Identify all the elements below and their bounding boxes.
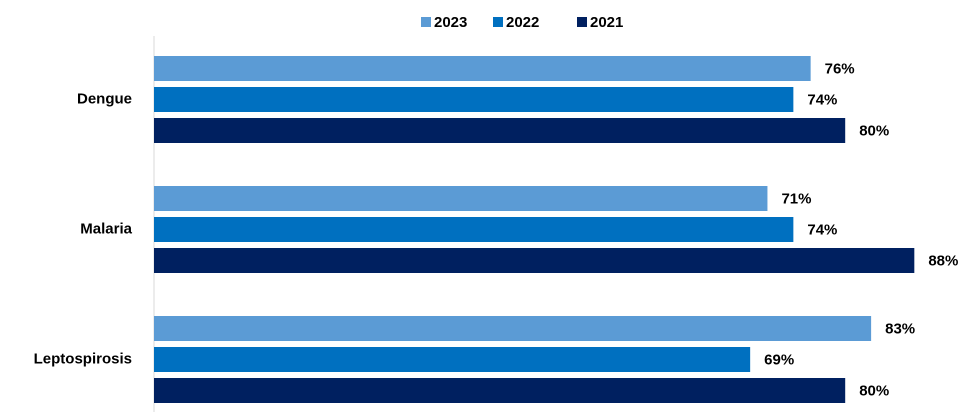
bar [154, 56, 811, 81]
value-label: 74% [807, 91, 837, 108]
bar [154, 87, 794, 112]
value-label: 88% [928, 252, 958, 269]
bar [154, 248, 915, 273]
value-label: 83% [885, 320, 915, 337]
category-label: Malaria [80, 220, 132, 237]
legend-swatch [421, 17, 431, 27]
bar [154, 118, 846, 143]
category-label: Dengue [77, 90, 132, 107]
legend-label: 2022 [506, 14, 539, 31]
value-label: 76% [825, 60, 855, 77]
legend-label: 2021 [590, 14, 623, 31]
bar [154, 316, 872, 341]
bar [154, 186, 768, 211]
bar [154, 378, 846, 403]
value-label: 69% [764, 351, 794, 368]
legend-swatch [493, 17, 503, 27]
bar [154, 347, 751, 372]
category-label: Leptospirosis [34, 350, 132, 367]
legend-label: 2023 [434, 14, 467, 31]
value-label: 71% [781, 190, 811, 207]
value-label: 80% [859, 122, 889, 139]
value-label: 74% [807, 221, 837, 238]
bar [154, 217, 794, 242]
legend-swatch [577, 17, 587, 27]
value-label: 80% [859, 382, 889, 399]
